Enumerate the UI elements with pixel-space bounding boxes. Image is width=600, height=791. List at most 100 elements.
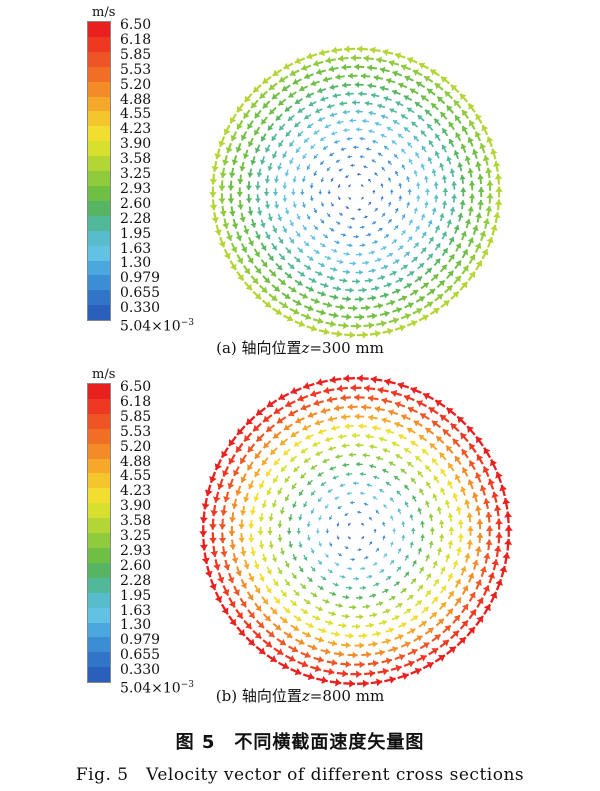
velocity-vector-arrowhead (261, 286, 268, 293)
velocity-vector-arrowhead (254, 251, 260, 257)
velocity-vector-arrowhead (372, 640, 378, 648)
velocity-vector-arrowhead (284, 172, 290, 177)
colorbar-segment (88, 488, 110, 504)
velocity-vector-arrowhead (404, 501, 409, 506)
velocity-vector-arrowhead (415, 182, 421, 186)
velocity-vector-arrowhead (209, 476, 217, 483)
velocity-vector-arrowhead (289, 69, 297, 77)
velocity-vector-arrowhead (328, 65, 335, 73)
velocity-vector-arrowhead (457, 533, 464, 539)
velocity-vector-arrowhead (447, 480, 453, 486)
velocity-vector-arrowhead (472, 225, 479, 231)
velocity-vector-arrowhead (293, 441, 300, 447)
colorbar-segment (88, 518, 110, 534)
colorbar-segment (88, 51, 110, 67)
velocity-vector-arrowhead (372, 221, 377, 225)
colorbar-tick-label: 4.55 (120, 468, 152, 485)
colorbar-tick-label: 4.55 (120, 106, 152, 123)
velocity-vector-arrowhead (353, 145, 357, 150)
velocity-vector-arrowhead (299, 491, 304, 496)
velocity-vector-arrowhead (271, 608, 278, 615)
velocity-vector-arrowhead (235, 489, 242, 496)
velocity-vector-arrowhead (448, 254, 455, 261)
velocity-vector-arrowhead (295, 417, 302, 424)
velocity-vector-arrowhead (410, 88, 416, 95)
velocity-vector-arrowhead (359, 614, 364, 620)
velocity-vector-arrowhead (269, 108, 275, 115)
velocity-vector-arrowhead (285, 580, 290, 586)
velocity-vector-arrowhead (285, 131, 291, 137)
velocity-vector-arrowhead (301, 584, 306, 589)
velocity-vector-arrowhead (404, 127, 409, 132)
velocity-vector-arrowhead (427, 628, 434, 634)
velocity-vector-arrowhead (446, 156, 452, 162)
velocity-vector-arrowhead (292, 556, 297, 561)
velocity-vector-arrowhead (394, 225, 399, 230)
velocity-vector-arrowhead (277, 537, 283, 542)
velocity-vector-arrowhead (375, 582, 380, 587)
colorbar-segment (88, 592, 110, 608)
velocity-vector-arrowhead (432, 493, 438, 499)
velocity-vector-arrowhead (428, 407, 436, 414)
velocity-vector-arrowhead (460, 231, 467, 237)
velocity-vector-arrowhead (254, 471, 261, 477)
velocity-vector-arrowhead (464, 499, 471, 505)
velocity-vector-arrowhead (333, 311, 339, 319)
velocity-vector-arrowhead (485, 205, 493, 212)
velocity-vector-arrowhead (347, 403, 353, 411)
velocity-vector-arrowhead (253, 496, 260, 502)
velocity-vector-arrowhead (427, 253, 433, 259)
velocity-vector-arrowhead (309, 198, 314, 202)
velocity-vector-arrowhead (327, 489, 332, 493)
velocity-vector-arrowhead (352, 216, 355, 221)
velocity-vector-arrowhead (354, 63, 360, 71)
velocity-vector-arrowhead (362, 331, 368, 339)
velocity-vector-arrowhead (284, 607, 291, 613)
velocity-vector-arrowhead (384, 588, 389, 594)
velocity-vector-arrowhead (285, 400, 292, 408)
velocity-vector-arrowhead (412, 289, 419, 296)
velocity-vector-arrowhead (323, 146, 327, 150)
velocity-vector-arrowhead (409, 541, 414, 546)
velocity-vector-arrowhead (475, 579, 482, 586)
velocity-vector-arrowhead (467, 237, 474, 244)
colorbar-tick-label: 5.85 (120, 46, 152, 63)
velocity-vector-arrowhead (412, 256, 418, 262)
velocity-vector-arrowhead (225, 147, 233, 154)
velocity-vector-arrowhead (341, 413, 347, 421)
velocity-vector-arrowhead (434, 83, 442, 90)
velocity-vector-arrowhead (268, 516, 274, 522)
velocity-vector-arrowhead (354, 413, 360, 420)
legend-unit: m/s (92, 367, 116, 382)
velocity-vector-arrowhead (248, 537, 255, 543)
velocity-vector-arrowhead (462, 467, 469, 474)
velocity-vector-arrowhead (433, 181, 439, 186)
velocity-vector-arrowhead (289, 142, 294, 147)
velocity-vector-arrowhead (273, 477, 279, 483)
velocity-vector-arrowhead (296, 530, 302, 535)
velocity-vector-arrowhead (303, 503, 308, 508)
colorbar-segment (88, 230, 110, 246)
colorbar-tick-label: 5.20 (120, 438, 152, 455)
velocity-vector-arrowhead (453, 100, 460, 107)
velocity-vector-arrowhead (351, 432, 356, 439)
velocity-vector-arrowhead (372, 139, 376, 144)
velocity-vector-arrowhead (294, 667, 302, 676)
velocity-vector-arrowhead (383, 264, 388, 270)
velocity-vector-arrowhead (425, 500, 430, 506)
velocity-vector-arrowhead (437, 96, 444, 103)
colorbar-tick-label: 0.979 (120, 632, 161, 649)
velocity-vector-arrowhead (270, 294, 278, 301)
velocity-vector-arrowhead (324, 647, 331, 655)
velocity-vector-arrowhead (263, 277, 270, 283)
velocity-vector-arrowhead (381, 167, 385, 171)
velocity-vector-arrowhead (286, 632, 293, 638)
velocity-vector-arrowhead (421, 247, 427, 253)
velocity-vector-arrowhead (281, 617, 288, 623)
velocity-vector-arrowhead (442, 640, 449, 647)
velocity-vector-arrowhead (279, 509, 285, 515)
velocity-vector-arrowhead (251, 101, 258, 109)
velocity-vector-arrowhead (404, 641, 411, 648)
velocity-vector-arrowhead (361, 184, 364, 187)
colorbar-tick-label: 3.90 (120, 498, 152, 515)
